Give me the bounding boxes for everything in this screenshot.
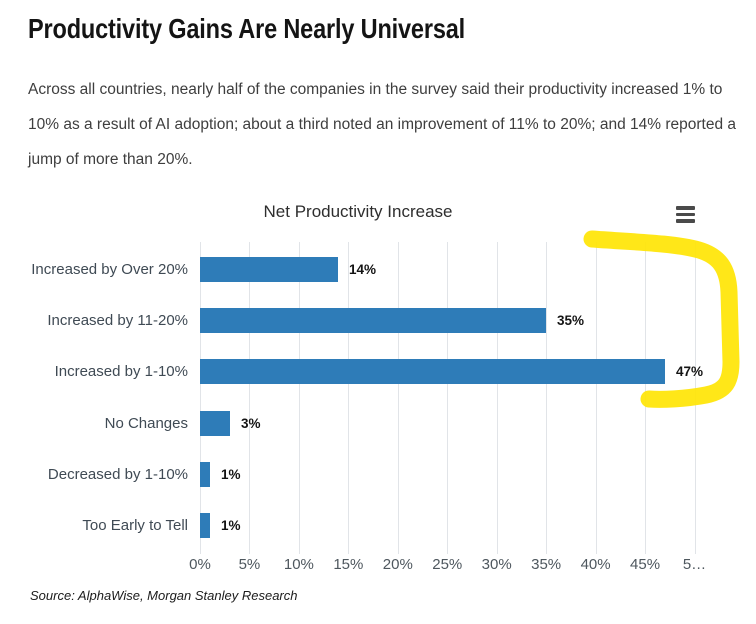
- source-note: Source: AlphaWise, Morgan Stanley Resear…: [30, 588, 298, 603]
- chart-menu-button[interactable]: [671, 202, 699, 227]
- gridline: [694, 242, 696, 554]
- x-axis-tick-label: 40%: [580, 556, 611, 573]
- page-title: Productivity Gains Are Nearly Universal: [28, 13, 466, 44]
- x-axis-tick-label: 15%: [333, 556, 364, 573]
- category-label: Increased by 1-10%: [54, 363, 188, 380]
- gridline: [397, 242, 399, 554]
- hamburger-menu-icon: [675, 212, 695, 217]
- intro-paragraph: Across all countries, nearly half of the…: [28, 81, 737, 168]
- gridline: [447, 242, 449, 554]
- category-label: Increased by 11-20%: [47, 312, 188, 329]
- bar-4[interactable]: [200, 411, 230, 436]
- bar-3[interactable]: [200, 359, 665, 384]
- category-label: Increased by Over 20%: [31, 261, 188, 278]
- gridline: [645, 242, 647, 554]
- x-axis-tick-label: 20%: [382, 556, 413, 573]
- x-axis-tick-label: 5%: [238, 556, 261, 573]
- x-axis-tick-label: 0%: [189, 556, 211, 573]
- x-axis-tick-label: 30%: [481, 556, 512, 573]
- value-label: 1%: [221, 518, 241, 533]
- bar-6[interactable]: [200, 513, 210, 538]
- hamburger-menu-icon: [675, 206, 695, 210]
- value-label: 3%: [241, 416, 261, 431]
- bar-2[interactable]: [200, 308, 546, 333]
- gridline: [595, 242, 597, 554]
- gridline: [298, 242, 300, 554]
- gridline: [348, 242, 350, 554]
- value-label: 35%: [557, 313, 585, 328]
- gridline: [249, 242, 251, 554]
- value-label: 47%: [676, 364, 704, 379]
- category-label: No Changes: [104, 415, 188, 432]
- hamburger-menu-icon: [675, 219, 695, 223]
- value-label: 1%: [221, 467, 241, 482]
- x-axis-tick-label: 25%: [432, 556, 463, 573]
- chart-title: Net Productivity Increase: [263, 202, 453, 221]
- bar-1[interactable]: [200, 257, 338, 282]
- category-label: Decreased by 1-10%: [47, 466, 188, 483]
- gridline: [546, 242, 548, 554]
- x-axis-tick-label: 35%: [531, 556, 562, 573]
- bar-5[interactable]: [200, 462, 210, 487]
- gridline: [496, 242, 498, 554]
- gridline: [200, 242, 201, 554]
- x-axis-tick-label: 45%: [630, 556, 661, 573]
- x-axis-tick-label: 10%: [283, 556, 314, 573]
- x-axis-tick-label: 5…: [682, 556, 707, 573]
- category-label: Too Early to Tell: [82, 517, 188, 534]
- value-label: 14%: [349, 262, 377, 277]
